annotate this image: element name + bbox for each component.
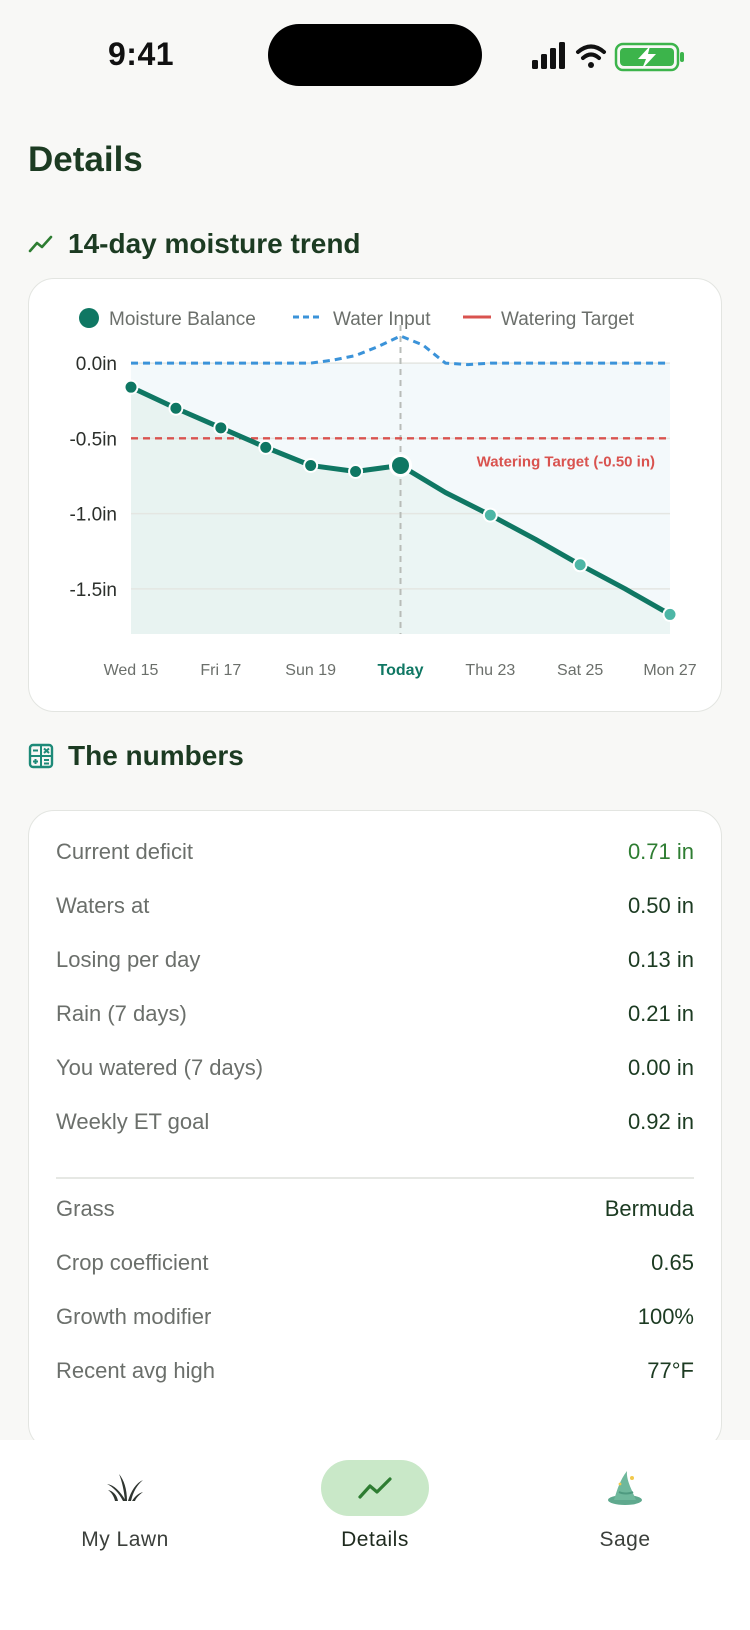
x-tick-label: Sat 25 — [557, 662, 603, 679]
water-input-line — [131, 334, 670, 367]
x-tick-label: Fri 17 — [200, 662, 241, 679]
nav-label: Details — [341, 1528, 409, 1551]
trend-section-title: 14-day moisture trend — [68, 228, 361, 259]
moisture-point-today — [389, 453, 412, 477]
stat-row-recent-avg-high: Recent avg high 77°F — [56, 1356, 694, 1386]
moisture-area-past — [131, 387, 401, 634]
numbers-section-title: The numbers — [68, 740, 244, 771]
numbers-card: Current deficit 0.71 in Waters at 0.50 i… — [28, 810, 722, 1450]
legend-label-moisture: Moisture Balance — [109, 309, 256, 330]
nav-item-my-lawn[interactable]: My Lawn — [25, 1460, 225, 1552]
stat-row-grass: Grass Bermuda — [56, 1194, 694, 1224]
stat-value: 77°F — [647, 1358, 694, 1383]
moisture-point — [303, 457, 319, 473]
wizard-hat-icon — [608, 1471, 642, 1505]
nav-item-details[interactable]: Details — [275, 1460, 475, 1552]
status-bar: 9:41 — [0, 0, 750, 110]
moisture-chart-card: Moisture Balance Water Input Watering Ta… — [28, 278, 722, 712]
stat-row-weekly-et-goal: Weekly ET goal 0.92 in — [56, 1107, 694, 1137]
stat-row-rain: Rain (7 days) 0.21 in — [56, 999, 694, 1029]
watering-target-label: Watering Target (-0.50 in) — [477, 453, 655, 470]
x-tick-label: Thu 23 — [465, 662, 515, 679]
stat-value: 0.50 in — [627, 893, 694, 918]
y-tick-label: -1.5in — [69, 580, 117, 601]
nav-icon-wrap-active — [321, 1460, 429, 1516]
stat-label: Rain (7 days) — [56, 1001, 187, 1026]
stat-label: You watered (7 days) — [56, 1055, 264, 1080]
moisture-point — [662, 606, 678, 622]
stat-label: Losing per day — [56, 947, 201, 972]
stat-label: Weekly ET goal — [56, 1109, 210, 1134]
status-icons — [532, 42, 684, 72]
stat-value: Bermuda — [604, 1196, 694, 1221]
nav-icon-wrap — [571, 1460, 679, 1516]
stat-value: 0.65 — [651, 1250, 694, 1275]
trend-up-icon — [28, 235, 53, 253]
wifi-icon — [576, 44, 606, 68]
stat-label: Recent avg high — [56, 1358, 215, 1383]
y-tick-label: 0.0in — [76, 354, 117, 375]
moisture-point — [213, 420, 229, 436]
y-tick-label: -1.0in — [69, 505, 117, 526]
stat-row-current-deficit: Current deficit 0.71 in — [56, 837, 694, 867]
x-tick-label: Mon 27 — [643, 662, 696, 679]
trend-up-icon — [358, 1477, 392, 1499]
stat-row-crop-coefficient: Crop coefficient 0.65 — [56, 1248, 694, 1278]
stat-value: 0.13 in — [627, 947, 694, 972]
bottom-nav: My Lawn Details Sage — [0, 1440, 750, 1630]
status-time: 9:41 — [108, 36, 175, 72]
x-tick-label-today: Today — [378, 662, 424, 679]
moisture-point — [123, 379, 139, 395]
battery-charging-icon — [614, 42, 684, 72]
stat-value: 0.92 in — [627, 1109, 694, 1134]
stat-row-you-watered: You watered (7 days) 0.00 in — [56, 1053, 694, 1083]
nav-label: My Lawn — [81, 1528, 169, 1551]
nav-item-sage[interactable]: Sage — [525, 1460, 725, 1552]
page-title: Details — [28, 140, 143, 179]
calculator-icon — [28, 743, 54, 769]
legend-swatch-moisture — [79, 308, 99, 328]
moisture-point — [348, 463, 364, 479]
stat-label: Current deficit — [56, 839, 193, 864]
x-tick-label: Sun 19 — [285, 662, 336, 679]
stat-label: Waters at — [56, 893, 150, 918]
moisture-area-projected — [400, 465, 670, 634]
x-tick-label: Wed 15 — [104, 662, 159, 679]
signal-icon — [532, 42, 565, 69]
nav-label: Sage — [599, 1528, 651, 1551]
legend-label-water: Water Input — [333, 309, 431, 330]
stat-row-waters-at: Waters at 0.50 in — [56, 891, 694, 921]
stat-label: Crop coefficient — [56, 1250, 209, 1275]
grass-icon — [107, 1474, 143, 1501]
moisture-point — [168, 400, 184, 416]
stat-row-growth-modifier: Growth modifier 100% — [56, 1302, 694, 1332]
stats-divider — [56, 1177, 694, 1179]
stat-value: 0.71 in — [627, 839, 694, 864]
stat-value: 0.00 in — [627, 1055, 694, 1080]
moisture-point — [482, 507, 498, 523]
legend-label-target: Watering Target — [501, 309, 635, 330]
dynamic-island — [268, 24, 482, 86]
nav-icon-wrap — [71, 1460, 179, 1516]
numbers-section-header: The numbers — [28, 740, 244, 772]
stat-label: Growth modifier — [56, 1304, 212, 1329]
stat-value: 0.21 in — [627, 1001, 694, 1026]
trend-section-header: 14-day moisture trend — [28, 228, 361, 260]
moisture-chart: Moisture Balance Water Input Watering Ta… — [69, 308, 697, 679]
stat-value: 100% — [637, 1304, 694, 1329]
moisture-point — [258, 439, 274, 455]
y-tick-label: -0.5in — [69, 429, 117, 450]
moisture-point — [572, 557, 588, 573]
stat-row-losing-per-day: Losing per day 0.13 in — [56, 945, 694, 975]
chart-legend: Moisture Balance Water Input Watering Ta… — [79, 308, 635, 330]
stat-label: Grass — [56, 1196, 115, 1221]
